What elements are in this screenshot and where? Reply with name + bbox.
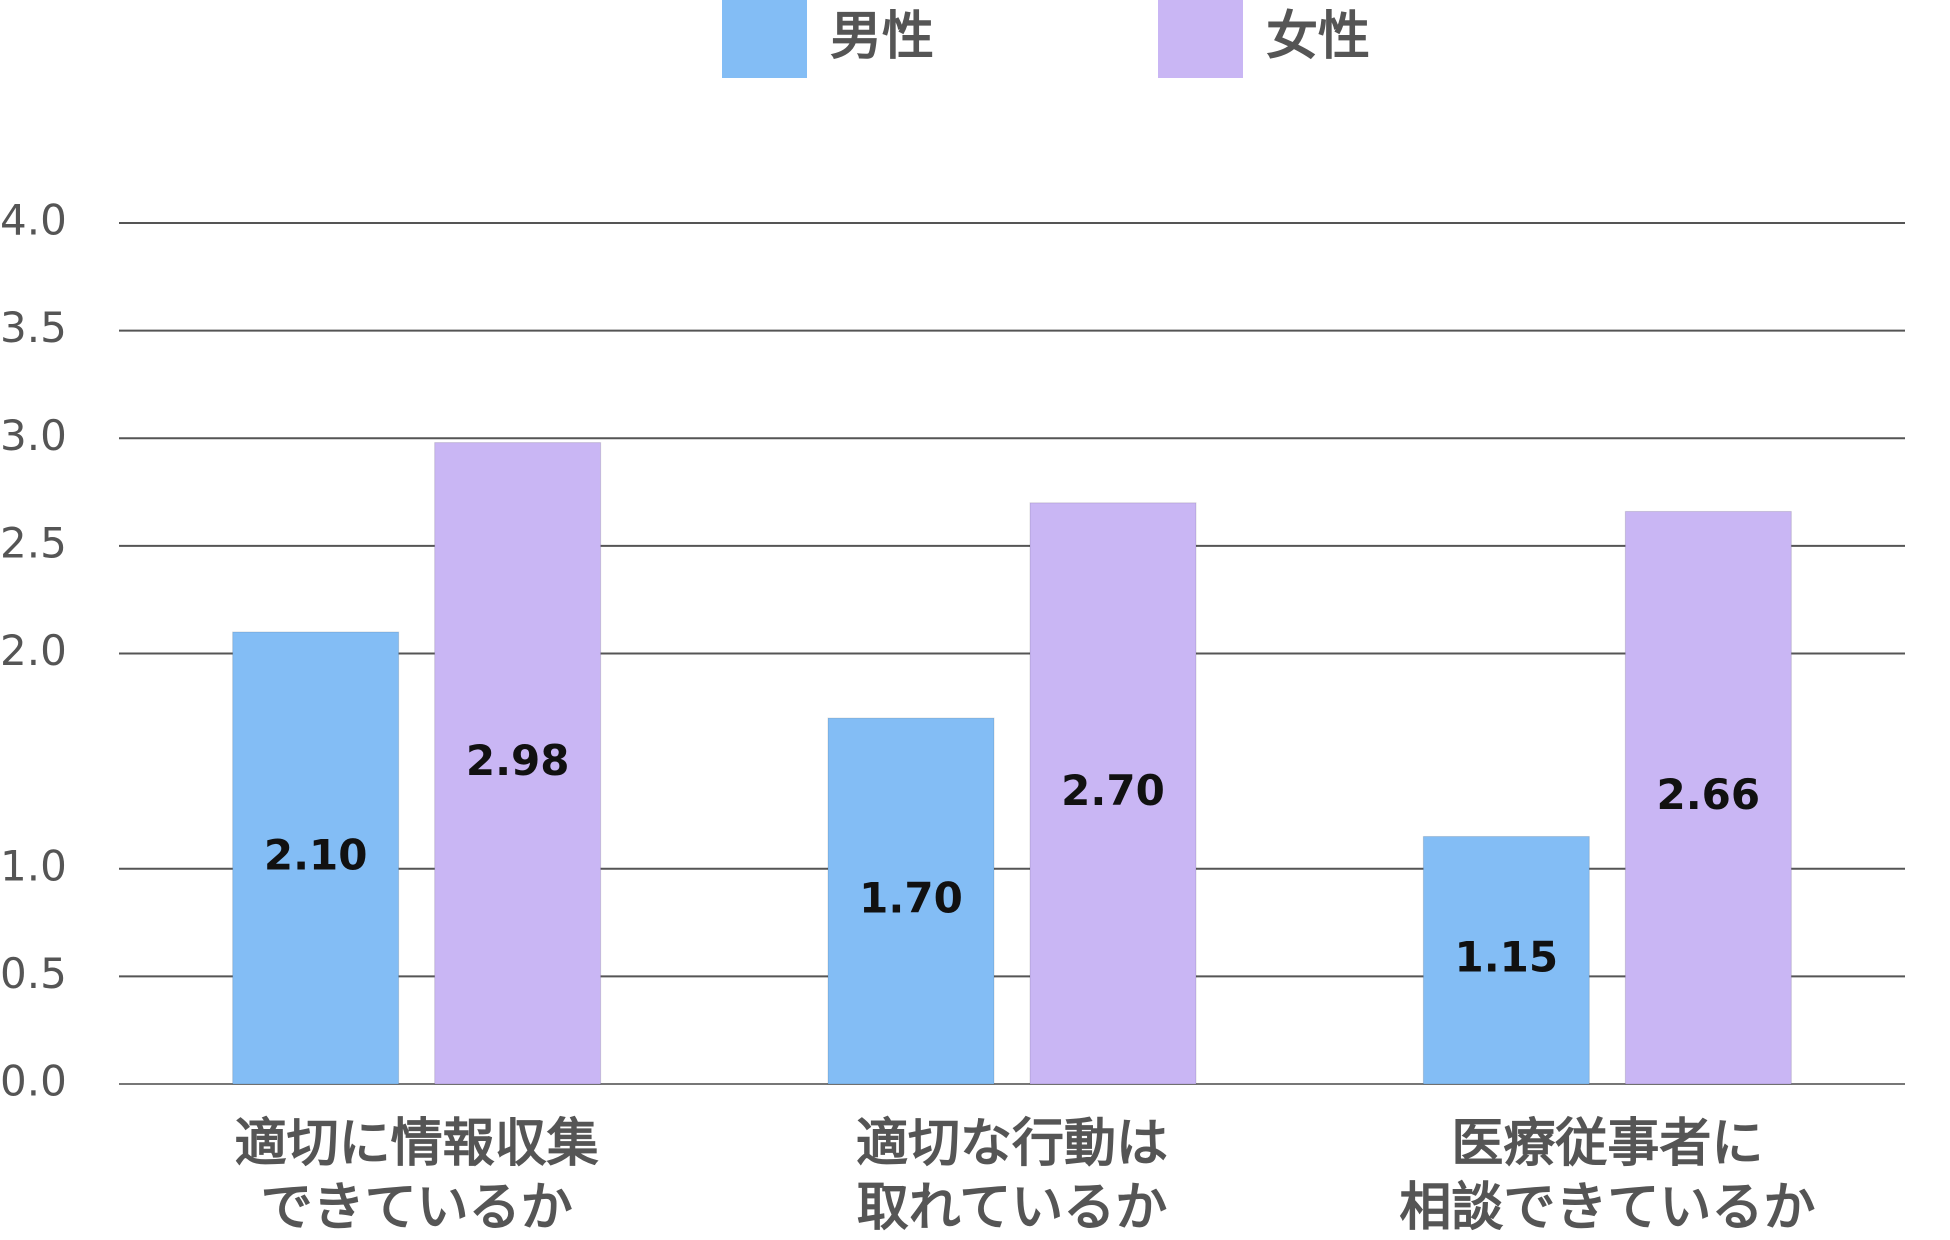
value-label: 2.70: [1061, 766, 1165, 815]
y-tick-label: 0.0: [0, 1057, 67, 1106]
y-tick-label: 1.0: [0, 841, 67, 890]
value-label: 2.98: [466, 736, 570, 785]
value-label: 2.10: [264, 830, 368, 879]
y-tick-label: 4.0: [0, 196, 67, 245]
bar: [434, 442, 602, 1085]
bar: [1422, 835, 1590, 1085]
y-tick-label: 2.5: [0, 518, 67, 567]
legend-label: 女性: [1266, 7, 1370, 67]
legend-label: 男性: [830, 7, 934, 67]
bar: [1624, 510, 1792, 1085]
value-label: 1.15: [1455, 933, 1559, 982]
bar: [1029, 502, 1197, 1085]
legend-swatch: [722, 0, 807, 78]
bar: [827, 717, 995, 1085]
x-tick-label: 適切な行動は 取れているか: [855, 1114, 1168, 1238]
y-tick-label: 3.5: [0, 303, 67, 352]
legend-swatch: [1158, 0, 1243, 78]
y-tick-label: 0.5: [0, 949, 67, 998]
x-tick-label: 医療従事者に 相談できているか: [1399, 1114, 1816, 1238]
value-label: 2.66: [1657, 770, 1761, 819]
y-tick-label: 3.0: [0, 411, 67, 460]
x-tick-label: 適切に情報収集 できているか: [234, 1114, 599, 1238]
y-tick-label: 2.0: [0, 626, 67, 675]
bar: [232, 631, 400, 1085]
value-label: 1.70: [859, 874, 963, 923]
